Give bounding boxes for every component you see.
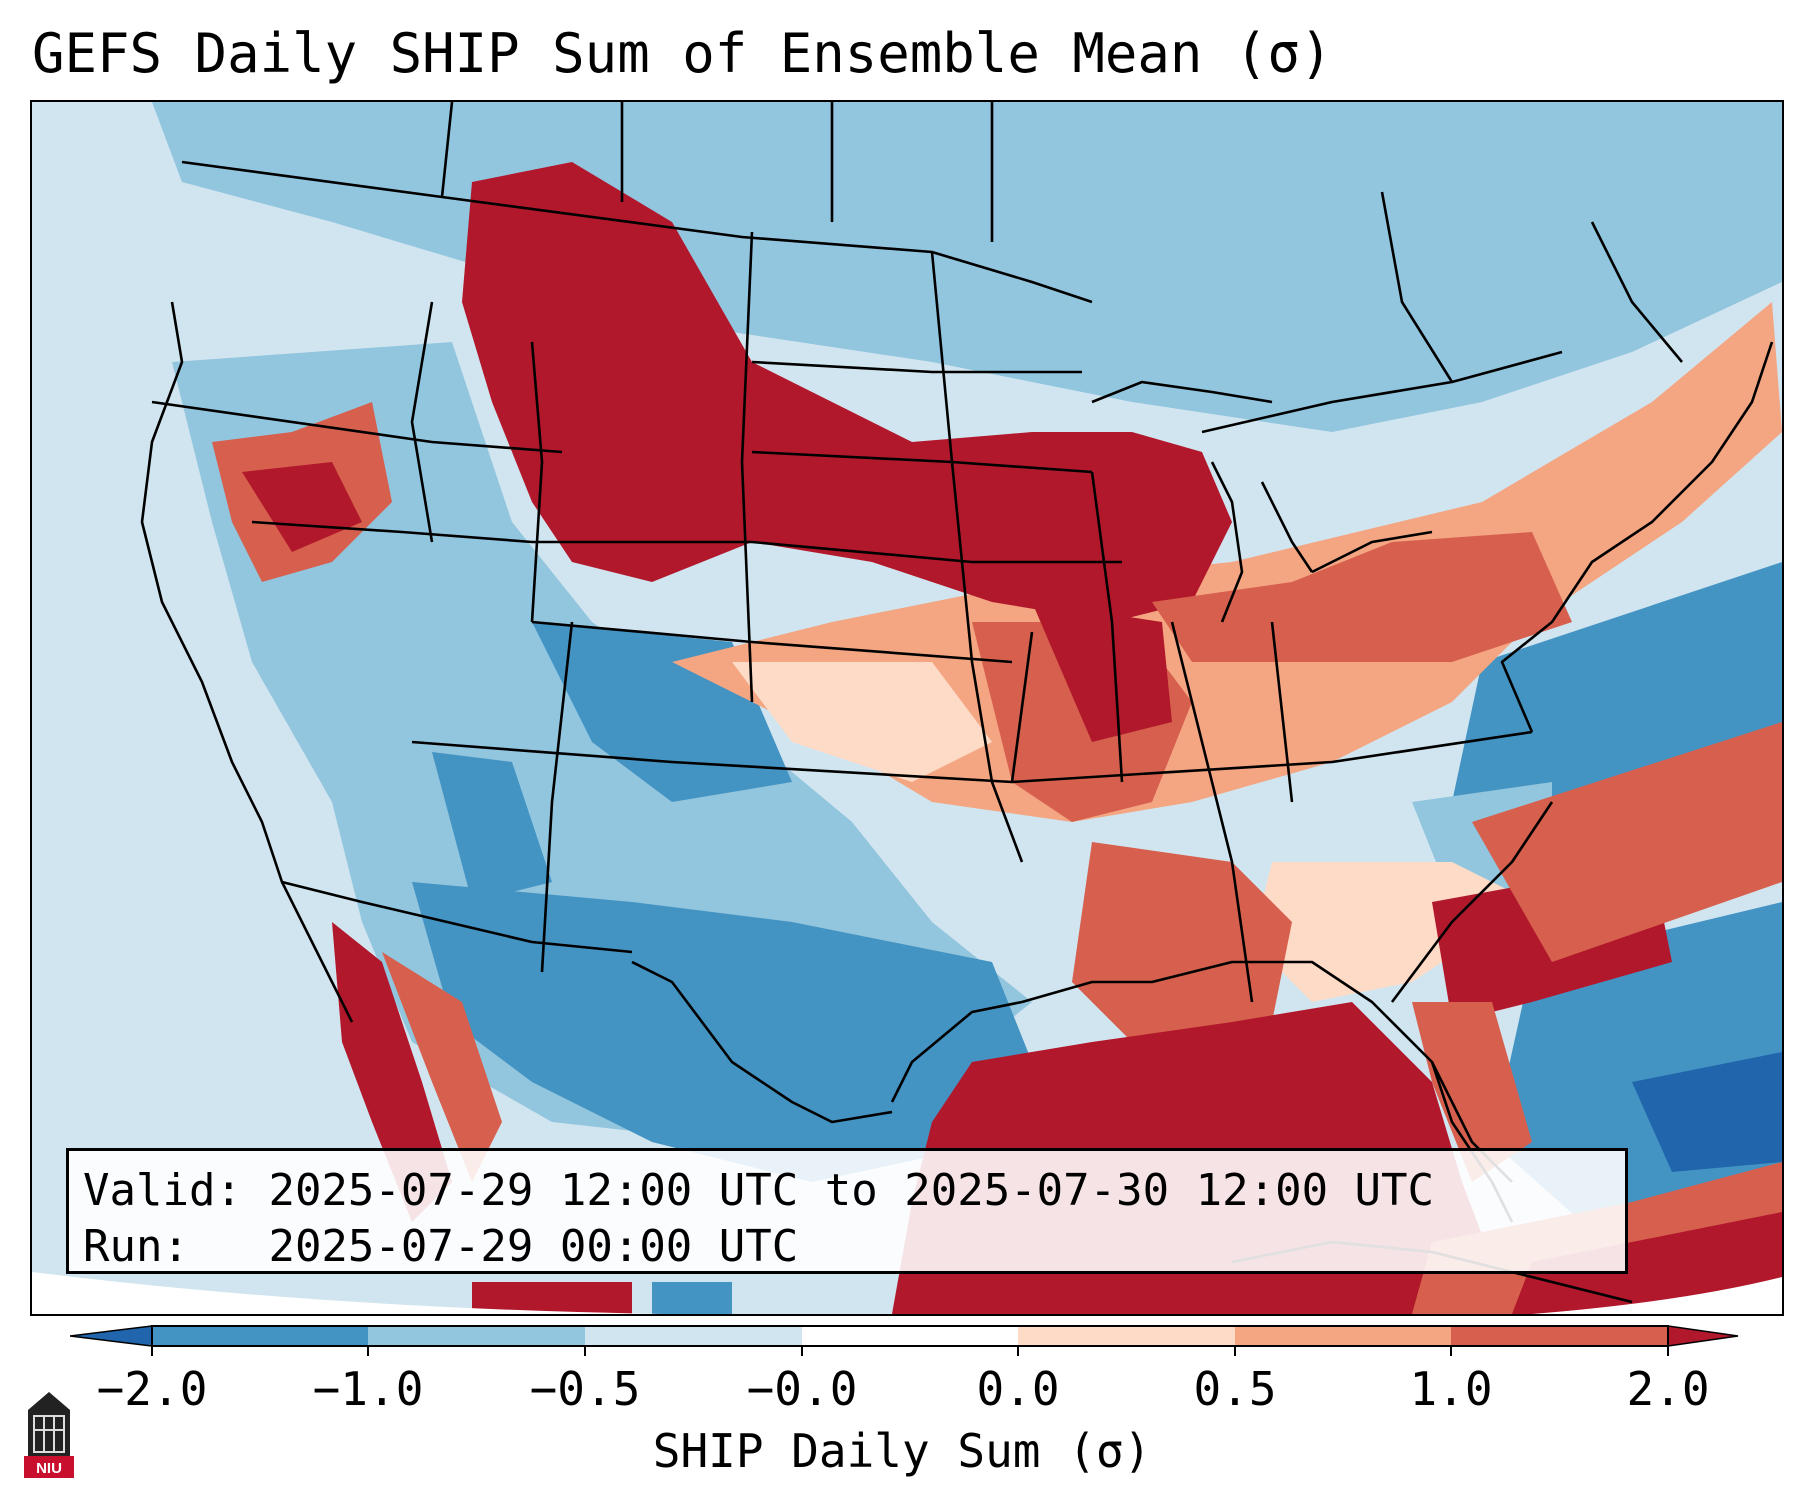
colorbar-extend-low: [70, 1325, 153, 1347]
colorbar-tick-label: 2.0: [1626, 1362, 1710, 1416]
colorbar: [70, 1325, 1739, 1356]
niu-logo: NIU: [24, 1392, 74, 1478]
colorbar-tick-label: −0.5: [529, 1362, 641, 1416]
colorbar-extend-high: [1667, 1325, 1739, 1347]
valid-run-info-box: Valid: 2025-07-29 12:00 UTC to 2025-07-3…: [66, 1148, 1628, 1274]
colorbar-segment: [1451, 1326, 1668, 1346]
colorbar-segment: [152, 1326, 368, 1346]
map-title: GEFS Daily SHIP Sum of Ensemble Mean (σ): [32, 22, 1333, 85]
colorbar-segment: [1018, 1326, 1235, 1346]
colorbar-tick-label: 0.5: [1193, 1362, 1277, 1416]
colorbar-segment: [368, 1326, 585, 1346]
run-label: Run:: [83, 1221, 189, 1272]
valid-value: 2025-07-29 12:00 UTC to 2025-07-30 12:00…: [268, 1165, 1435, 1216]
colorbar-segment: [802, 1326, 1018, 1346]
colorbar-tick-label: 1.0: [1409, 1362, 1493, 1416]
map-panel[interactable]: [30, 100, 1784, 1316]
colorbar-tick-label: 0.0: [976, 1362, 1060, 1416]
colorbar-segment: [585, 1326, 802, 1346]
colorbar-tick-label: −1.0: [312, 1362, 424, 1416]
logo-text: NIU: [36, 1460, 62, 1477]
colorbar-tick-label: −2.0: [96, 1362, 208, 1416]
valid-label: Valid:: [83, 1165, 242, 1216]
colorbar-tick-label: −0.0: [746, 1362, 858, 1416]
anomaly-map: [32, 102, 1782, 1314]
colorbar-segment: [1235, 1326, 1451, 1346]
run-value: 2025-07-29 00:00 UTC: [268, 1221, 799, 1272]
colorbar-label: SHIP Daily Sum (σ): [652, 1424, 1152, 1478]
